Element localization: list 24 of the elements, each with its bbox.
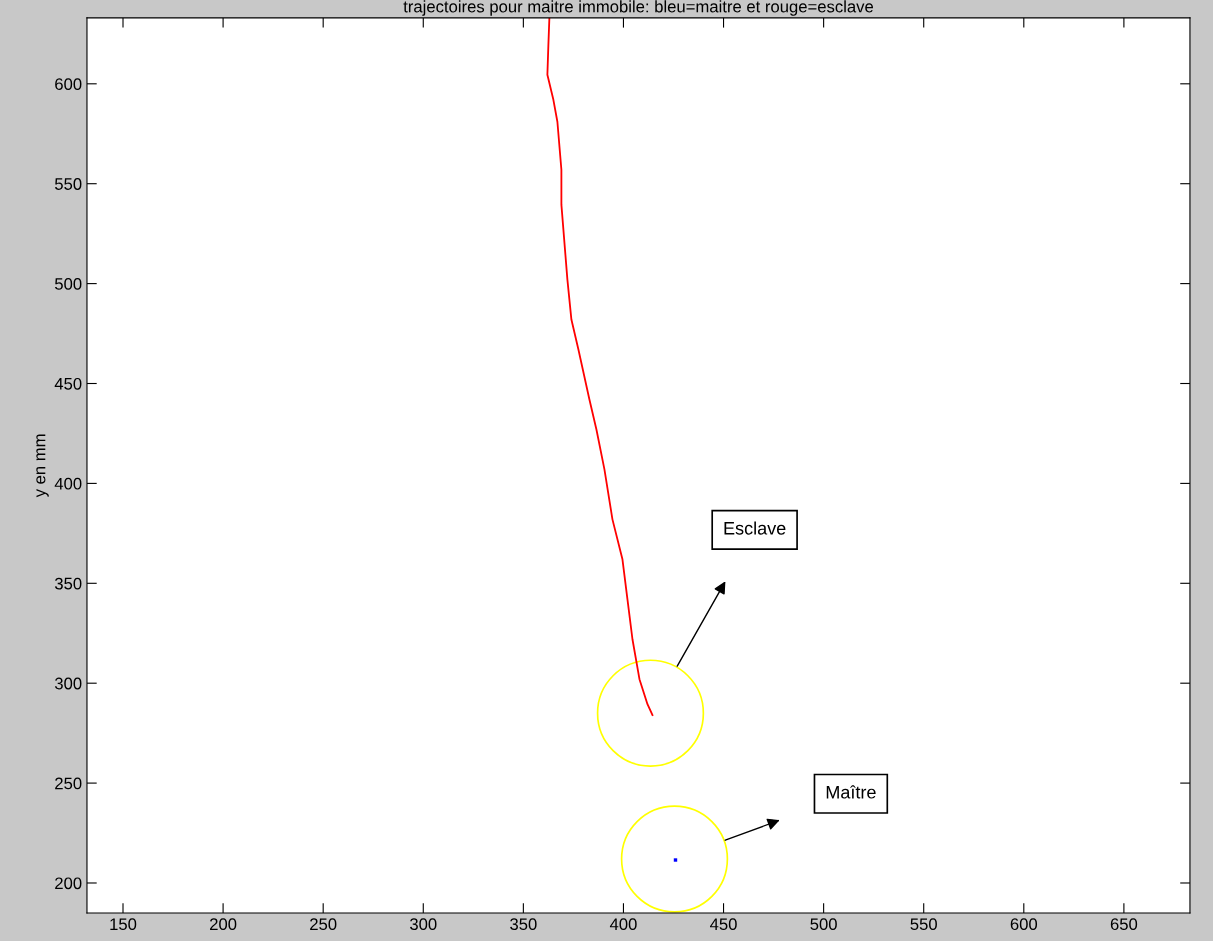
x-tick-label: 350	[510, 918, 537, 931]
x-tick-label: 150	[110, 918, 137, 931]
x-tick-label: 200	[210, 918, 237, 931]
y-tick-label: 350	[54, 577, 82, 590]
x-tick-label: 550	[910, 918, 937, 931]
y-axis-title: y en mm	[36, 434, 49, 498]
x-tick-label: 250	[310, 918, 337, 931]
x-tick-label: 400	[609, 918, 637, 931]
y-tick-label: 400	[54, 477, 82, 490]
y-tick-label: 600	[55, 78, 82, 91]
x-tick-label: 650	[1110, 918, 1138, 931]
x-tick-label: 300	[410, 918, 437, 931]
y-tick-label: 250	[55, 777, 82, 790]
x-tick-label: 450	[710, 918, 737, 931]
annotation: Maître	[826, 785, 876, 799]
chart-title: trajectoires pour maitre immobile: bleu=maitre et rouge=esclave	[403, 0, 874, 16]
annotation: Esclave	[724, 521, 786, 535]
y-tick-label: 450	[54, 377, 82, 390]
y-tick-label: 500	[54, 278, 82, 290]
y-tick-label: 300	[54, 677, 82, 690]
x-tick-label: 500	[810, 918, 837, 931]
x-tick-label: 600	[1010, 918, 1038, 931]
y-tick-label: 550	[54, 178, 82, 190]
y-tick-label: 200	[55, 877, 82, 890]
